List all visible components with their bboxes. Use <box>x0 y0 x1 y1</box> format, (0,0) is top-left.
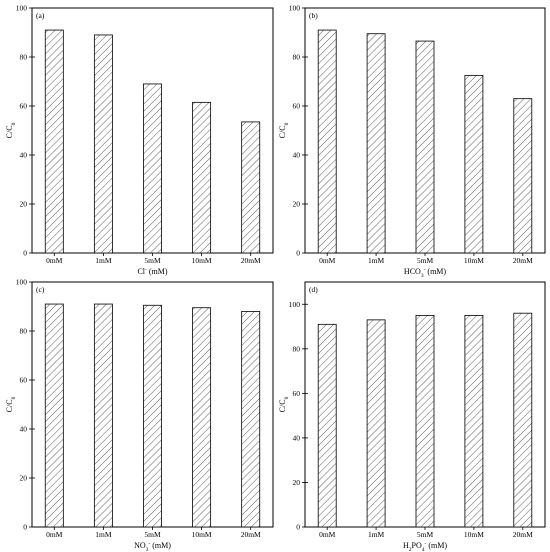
y-tick-label: 100 <box>289 4 301 13</box>
y-tick-label: 100 <box>289 300 301 309</box>
y-tick-label: 60 <box>20 102 28 111</box>
y-tick-label: 20 <box>20 474 28 483</box>
x-tick-label: 10mM <box>464 256 484 265</box>
bar-20mM <box>513 312 533 528</box>
bar-1mM <box>366 319 386 528</box>
x-axis-label: NO3- (mM) <box>134 541 171 552</box>
y-tick-label: 40 <box>20 151 28 160</box>
x-axis-label: HCO3- (mM) <box>404 267 446 279</box>
bar-10mM <box>464 74 484 254</box>
x-tick-label: 0mM <box>319 530 336 539</box>
bar-0mM <box>317 29 337 254</box>
bar-0mM <box>317 323 337 528</box>
panel-tag: (b) <box>309 11 318 20</box>
bar-0mM <box>44 29 64 254</box>
y-axis-label: C/C0 <box>278 396 290 412</box>
bar-5mM <box>415 40 435 254</box>
bar-10mM <box>192 101 212 254</box>
y-tick-label: 40 <box>20 425 28 434</box>
x-tick-label: 0mM <box>319 256 336 265</box>
panel-tag: (d) <box>309 285 318 294</box>
bar-20mM <box>241 310 261 528</box>
x-tick-label: 5mM <box>417 530 434 539</box>
y-tick-label: 60 <box>293 102 301 111</box>
x-tick-label: 20mM <box>513 256 533 265</box>
x-tick-label: 1mM <box>95 530 112 539</box>
bar-5mM <box>143 83 162 254</box>
bar-0mM <box>44 303 64 528</box>
y-tick-label: 80 <box>20 327 28 336</box>
x-tick-label: 10mM <box>464 530 484 539</box>
x-tick-label: 10mM <box>192 530 212 539</box>
x-tick-label: 20mM <box>513 530 533 539</box>
panel-tag: (c) <box>36 285 45 294</box>
x-tick-label: 5mM <box>144 530 161 539</box>
panel-tag: (a) <box>36 11 45 20</box>
bar-1mM <box>93 34 113 254</box>
y-tick-label: 100 <box>16 4 28 13</box>
x-axis-label: H2PO4- (mM) <box>403 541 447 552</box>
bar-20mM <box>241 121 261 254</box>
x-tick-label: 20mM <box>241 530 261 539</box>
bar-1mM <box>366 33 386 254</box>
chart-panel-b: (b) 0 20 40 60 80 100 0mM 1mM 5mM 10mM 20mM HCO3- (m… <box>278 4 546 279</box>
chart-panel-a: (a) 0 20 40 60 80 100 0mM 1mM 5mM 10mM 20mM Cl- (mM)… <box>5 4 274 276</box>
y-tick-label: 20 <box>293 200 301 209</box>
y-tick-label: 40 <box>293 151 301 160</box>
y-axis-label: C/C0 <box>5 122 17 138</box>
y-tick-label: 80 <box>20 53 28 62</box>
x-tick-label: 1mM <box>95 256 112 265</box>
y-axis-label: C/C0 <box>5 396 17 412</box>
y-tick-label: 20 <box>20 200 28 209</box>
y-tick-label: 40 <box>293 433 301 442</box>
y-tick-label: 0 <box>296 523 300 532</box>
y-tick-label: 80 <box>293 53 301 62</box>
bar-20mM <box>513 98 533 254</box>
x-tick-label: 5mM <box>144 256 161 265</box>
y-tick-label: 20 <box>293 478 301 487</box>
x-tick-label: 20mM <box>241 256 261 265</box>
y-tick-label: 0 <box>23 523 27 532</box>
y-tick-label: 80 <box>293 344 301 353</box>
chart-panel-d: (d) 0 20 40 60 80 100 0mM 1mM 5mM 10mM 20mM H2PO4- (… <box>278 281 546 552</box>
x-tick-label: 1mM <box>368 256 385 265</box>
y-tick-label: 100 <box>16 278 28 287</box>
bar-10mM <box>192 307 212 528</box>
chart-panel-c: (c) 0 20 40 60 80 100 0mM 1mM 5mM 10mM 20mM NO3- (mM… <box>5 278 274 552</box>
x-tick-label: 10mM <box>192 256 212 265</box>
y-tick-label: 0 <box>23 249 27 258</box>
bar-5mM <box>143 304 162 528</box>
x-tick-label: 5mM <box>417 256 434 265</box>
bar-5mM <box>415 315 435 528</box>
bar-1mM <box>93 303 113 528</box>
y-axis-label: C/C0 <box>278 122 290 138</box>
x-tick-label: 0mM <box>46 530 63 539</box>
y-tick-label: 0 <box>296 249 300 258</box>
x-axis-label: Cl- (mM) <box>137 267 167 276</box>
x-tick-label: 0mM <box>46 256 63 265</box>
y-tick-label: 60 <box>20 376 28 385</box>
bar-10mM <box>464 315 484 528</box>
x-tick-label: 1mM <box>368 530 385 539</box>
y-tick-label: 60 <box>293 389 301 398</box>
